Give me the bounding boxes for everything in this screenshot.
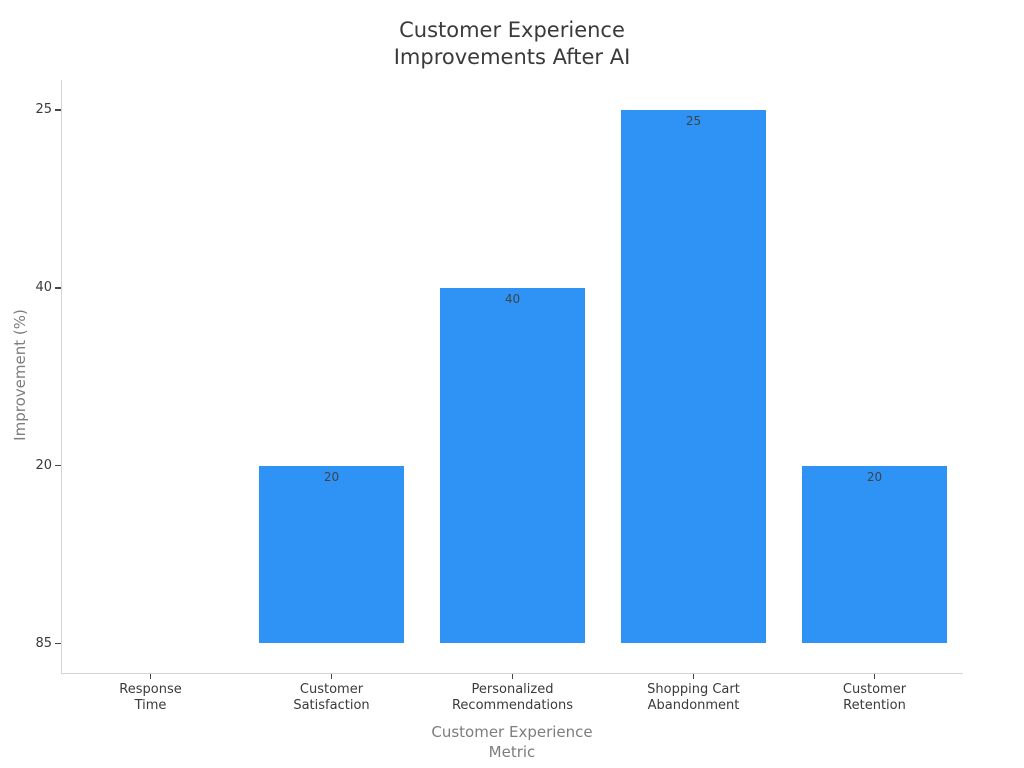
y-tick-label: 20	[35, 457, 52, 473]
y-axis-label: Improvement (%)	[11, 309, 29, 441]
bar-value-label: 20	[866, 469, 883, 484]
y-tick-mark	[55, 287, 61, 289]
x-category-label: Customer Retention	[842, 682, 907, 713]
x-category-label: Personalized Recommendations	[451, 682, 573, 713]
bar-value-label: 40	[504, 291, 521, 306]
y-tick-label: 40	[35, 279, 52, 295]
x-tick-mark	[873, 674, 876, 679]
bar-value-label: 20	[323, 469, 340, 484]
y-tick-label: 85	[35, 635, 52, 651]
x-tick-mark	[149, 674, 152, 679]
y-tick-mark	[55, 642, 61, 645]
bar-value-label: 25	[685, 114, 702, 129]
x-category-label: Response Time	[119, 682, 182, 713]
plot-area	[61, 80, 963, 674]
y-tick-mark	[55, 109, 61, 111]
chart-title: Customer Experience Improvements After A…	[393, 18, 631, 69]
bar	[621, 110, 766, 644]
y-tick-mark	[55, 465, 61, 467]
x-tick-mark	[330, 674, 333, 679]
x-category-label: Customer Satisfaction	[293, 682, 370, 713]
x-category-label: Shopping Cart Abandonment	[647, 682, 740, 713]
x-tick-mark	[692, 674, 695, 679]
x-axis-label: Customer Experience Metric	[431, 723, 593, 761]
bar	[440, 287, 585, 644]
y-tick-label: 25	[35, 102, 52, 118]
x-tick-mark	[511, 674, 514, 679]
bar	[259, 465, 404, 644]
bar	[802, 465, 947, 644]
